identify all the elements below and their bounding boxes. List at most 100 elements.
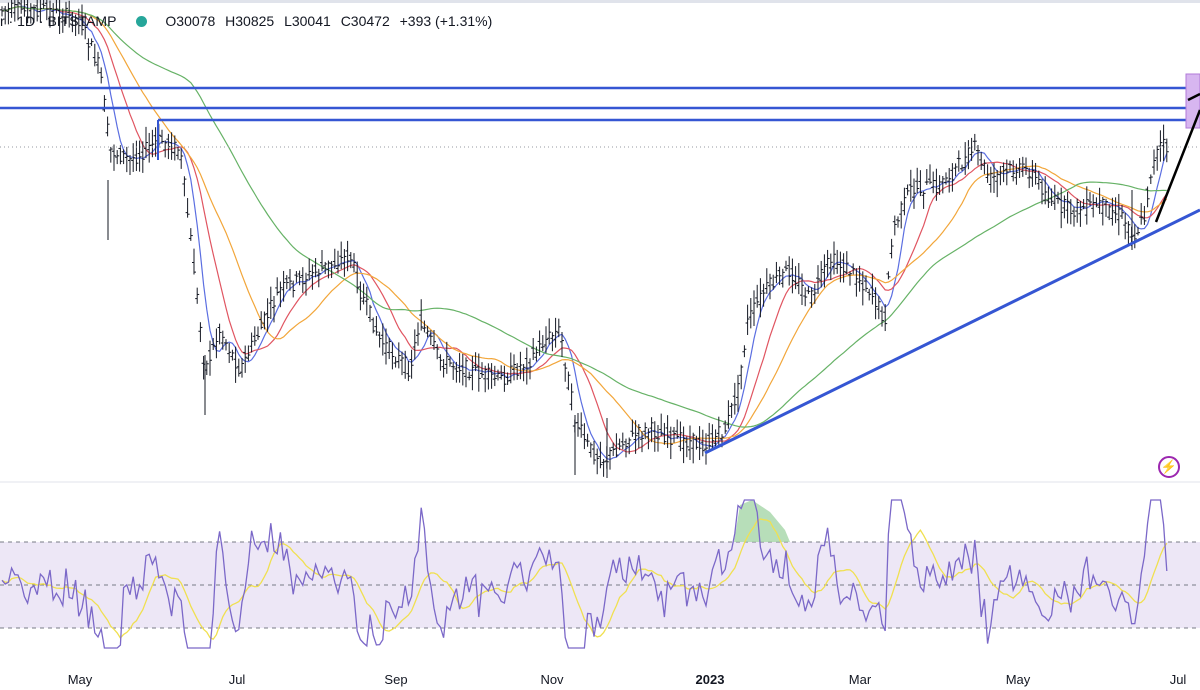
price-bar (710, 424, 715, 451)
price-bar (416, 322, 420, 346)
price-bar (198, 322, 203, 343)
price-bar (924, 169, 929, 185)
price-bar (905, 184, 910, 196)
price-bar (502, 365, 507, 392)
price-bar (553, 317, 558, 348)
price-bar (979, 152, 984, 171)
lightning-icon[interactable]: ⚡ (1158, 456, 1180, 478)
price-bar (288, 268, 292, 291)
price-bar (864, 275, 868, 292)
price-bar (396, 342, 401, 369)
price-bar (240, 358, 244, 378)
price-bar (537, 330, 542, 356)
price-bar (1084, 186, 1089, 225)
price-bar (876, 296, 881, 320)
price-bar (726, 400, 731, 429)
price-bar (1004, 159, 1009, 186)
price-bar (112, 144, 116, 171)
price-bar (259, 311, 264, 330)
price-bar (48, 0, 52, 28)
price-bar (944, 172, 948, 185)
x-axis-tick-label: Nov (540, 672, 564, 687)
price-bar (361, 283, 366, 305)
price-bar (1136, 226, 1140, 236)
price-bar (723, 420, 728, 434)
price-bar (624, 438, 628, 458)
price-bar (118, 145, 123, 165)
price-bar (22, 0, 27, 17)
price-bar (729, 402, 734, 418)
price-bar (1142, 205, 1147, 225)
price-bar (777, 266, 782, 286)
price-bar (601, 459, 606, 477)
price-bar (739, 364, 744, 390)
price-bar (486, 363, 491, 390)
price-bar (697, 426, 702, 460)
price-bar (844, 251, 849, 275)
price-bar (214, 328, 219, 359)
price-bar (448, 356, 452, 367)
price-bar (1088, 192, 1092, 207)
price-bar (540, 335, 545, 352)
price-bar (1068, 199, 1073, 225)
price-bar (252, 326, 257, 346)
price-bar (662, 422, 667, 445)
price-bar (934, 168, 939, 201)
price-bar (313, 258, 318, 278)
price-bar (236, 358, 241, 377)
price-bar (521, 363, 526, 382)
price-bar (1110, 197, 1115, 226)
price-bar (742, 345, 747, 358)
price-bar (339, 241, 344, 270)
price-bar (512, 354, 516, 381)
price-bar (89, 38, 94, 46)
price-bar (963, 142, 968, 175)
price-bar (761, 283, 766, 307)
price-bar (1065, 192, 1070, 224)
top-border (0, 0, 1200, 3)
price-bar (1020, 156, 1025, 177)
price-bar (585, 433, 590, 447)
price-bar (166, 133, 171, 160)
price-bar (99, 67, 104, 84)
price-bar (492, 365, 497, 387)
price-bar (51, 3, 56, 26)
price-bar (736, 374, 740, 412)
x-axis-tick-label: 2023 (696, 672, 725, 687)
price-bar (684, 436, 689, 458)
price-bar (758, 278, 763, 318)
price-bar (988, 166, 993, 193)
projection-arrowhead (1187, 92, 1200, 102)
price-bar (985, 164, 990, 183)
price-bar (812, 284, 817, 304)
price-bar (668, 426, 673, 460)
price-bar (608, 447, 612, 470)
price-bar (233, 346, 238, 383)
price-bar (393, 356, 398, 368)
price-bar (617, 438, 622, 451)
price-bar (473, 352, 478, 372)
price-bar (342, 249, 347, 277)
price-bar (297, 270, 302, 286)
price-bar (656, 424, 660, 452)
price-bar (992, 162, 996, 194)
target-zone (1185, 73, 1200, 129)
price-bar (457, 353, 462, 383)
price-bar (816, 265, 820, 294)
price-bars-group (0, 0, 1169, 478)
price-bar (896, 216, 900, 228)
price-bar (281, 270, 286, 302)
price-bar (732, 382, 737, 415)
price-bar (224, 339, 228, 351)
price-bar (387, 337, 392, 360)
price-bar (630, 419, 635, 437)
price-bar (595, 448, 600, 475)
moving-average-line (1, 6, 1168, 453)
price-bar (147, 132, 152, 163)
price-bar (454, 361, 459, 383)
price-bar (550, 332, 555, 352)
price-bar (1107, 204, 1112, 221)
price-bar (1161, 124, 1166, 161)
price-bar (892, 215, 897, 236)
